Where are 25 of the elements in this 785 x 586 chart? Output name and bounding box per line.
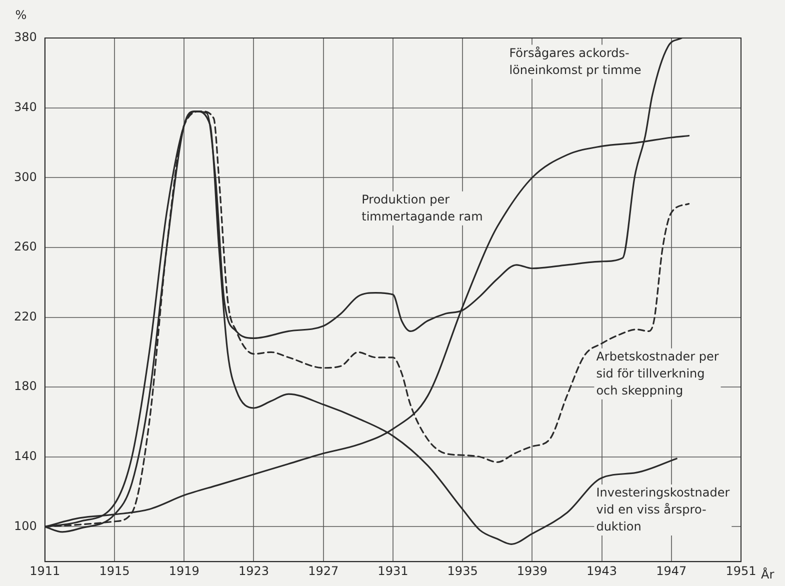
series-label: Produktion per timmertagande ram	[362, 192, 483, 224]
series-label: Investeringskostnader vid en viss årspro- duktion	[596, 486, 730, 534]
y-tick-label: 260	[14, 240, 37, 254]
y-tick-label: 300	[14, 170, 37, 184]
series-label: Försågares ackords- löneinkomst pr timme	[509, 46, 642, 77]
x-tick-label: 1939	[516, 564, 548, 578]
x-axis-title: År	[761, 566, 774, 582]
y-tick-label: 340	[14, 100, 37, 114]
series-label: Arbetskostnader per sid för tillverkning och skeppning	[596, 350, 719, 398]
x-tick-label: 1923	[238, 564, 270, 578]
x-tick-label: 1951	[726, 564, 756, 578]
y-tick-label: 220	[14, 309, 37, 324]
x-tick-label: 1911	[30, 564, 60, 578]
x-tick-label: 1919	[168, 564, 200, 578]
y-tick-label: 380	[14, 30, 37, 44]
y-axis-title: %	[15, 8, 27, 22]
x-tick-label: 1947	[656, 564, 687, 578]
x-tick-label: 1915	[99, 564, 130, 578]
y-tick-label: 180	[14, 379, 37, 394]
y-tick-label: 140	[14, 449, 37, 464]
x-tick-label: 1931	[378, 564, 408, 578]
y-tick-label: 100	[14, 518, 37, 533]
x-tick-label: 1927	[308, 564, 339, 578]
x-tick-label: 1943	[586, 564, 618, 578]
x-tick-label: 1935	[447, 564, 478, 578]
